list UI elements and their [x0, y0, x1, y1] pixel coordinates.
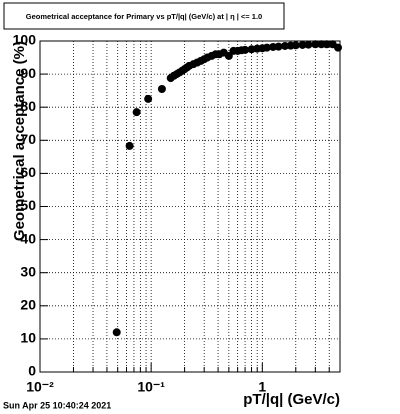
point — [241, 45, 250, 54]
point — [144, 94, 153, 103]
y-tick-label: 60 — [20, 164, 36, 180]
point — [298, 40, 307, 49]
point — [334, 43, 343, 52]
point — [291, 41, 300, 50]
point — [112, 328, 121, 337]
x-tick-label: 1 — [258, 379, 266, 395]
plot-frame — [39, 40, 341, 373]
x-axis-label: pT/|q| (GeV/c) — [243, 391, 340, 408]
y-tick-label: 40 — [20, 230, 36, 246]
point — [274, 42, 283, 51]
title-box — [3, 2, 285, 30]
y-axis-label: Geometrical acceptance (%) — [11, 41, 28, 241]
timestamp: Sun Apr 25 10:40:24 2021 — [3, 400, 111, 410]
y-tick-label: 30 — [20, 263, 36, 279]
y-tick-label: 10 — [20, 330, 36, 346]
y-tick-label: 80 — [20, 98, 36, 114]
point — [304, 40, 313, 49]
chart-title: Geometrical acceptance for Primary vs pT… — [26, 12, 262, 21]
point — [280, 41, 289, 50]
point — [125, 141, 134, 150]
point — [157, 84, 166, 93]
x-tick-label: 10⁻¹ — [137, 379, 165, 395]
point — [311, 40, 320, 49]
point — [132, 108, 141, 117]
y-tick-label: 100 — [13, 32, 37, 48]
y-tick-label: 0 — [28, 363, 36, 379]
y-tick-label: 20 — [20, 297, 36, 313]
x-tick-label: 10⁻² — [26, 379, 54, 395]
y-tick-label: 70 — [20, 131, 36, 147]
point — [262, 43, 271, 52]
y-tick-label: 90 — [20, 65, 36, 81]
point — [322, 40, 331, 49]
y-tick-label: 50 — [20, 197, 36, 213]
